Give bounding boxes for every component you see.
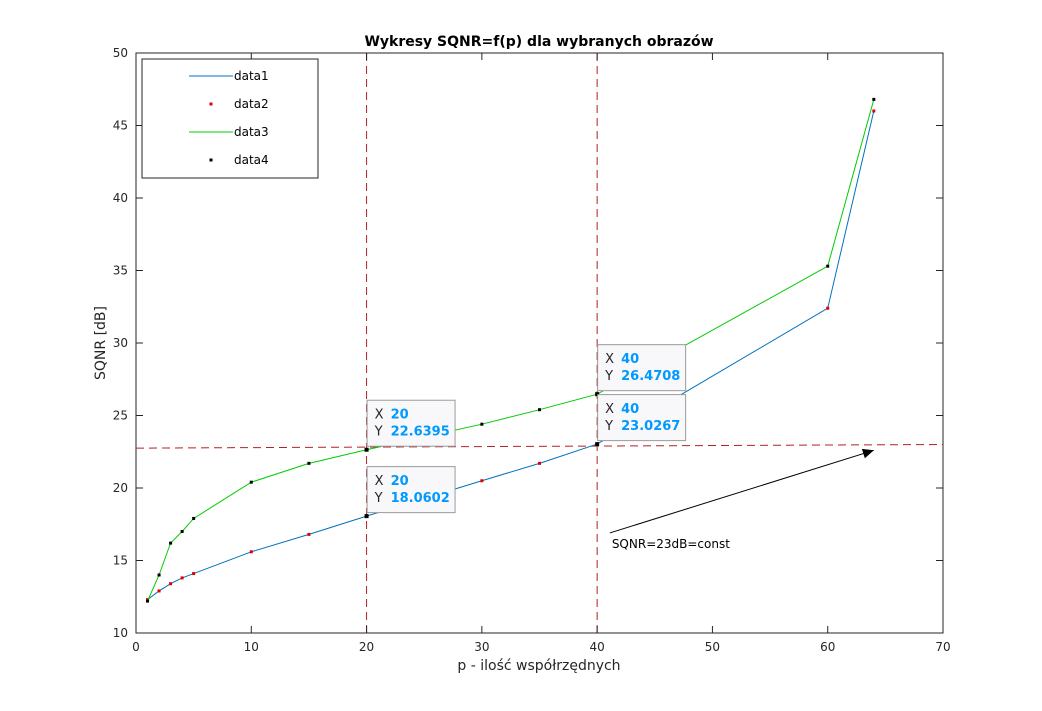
- x-tick-label: 30: [474, 640, 489, 654]
- horizontal-reference-line: [135, 444, 944, 449]
- x-tick-label: 20: [359, 640, 374, 654]
- y-axis-label: SQNR [dB]: [93, 306, 109, 380]
- x-tick-label: 50: [705, 640, 720, 654]
- datatip-anchor: [595, 442, 600, 447]
- axis-ticks: 0 10 20 30 40 50 60 70 10 15 20 25 30 35 40 45 50: [113, 46, 951, 654]
- data-point-data4: [872, 97, 876, 101]
- y-tick-label: 45: [113, 119, 128, 133]
- y-tick-label: 25: [113, 409, 128, 423]
- data-point-data2: [180, 576, 184, 580]
- legend-label-data2: data2: [234, 97, 269, 111]
- data-point-data4: [169, 541, 173, 545]
- data-point-data4: [307, 461, 311, 465]
- x-tick-label: 70: [935, 640, 950, 654]
- legend-label-data3: data3: [234, 125, 269, 139]
- data-point-data2: [307, 532, 311, 536]
- datatip-box: [366, 399, 456, 447]
- data-point-data2: [192, 572, 196, 576]
- legend-box: [141, 58, 319, 179]
- datatip-box: [597, 344, 687, 392]
- x-tick-label: 60: [820, 640, 835, 654]
- legend: data1 data2 data3 data4: [141, 58, 319, 179]
- data-point-data2: [538, 461, 541, 465]
- x-tick-label: 10: [244, 640, 259, 654]
- datatip-x-key: X: [605, 402, 614, 417]
- data-point-data2: [157, 589, 161, 593]
- x-tick-label: 0: [132, 640, 140, 654]
- legend-label-data4: data4: [234, 153, 269, 167]
- data-point-data4: [249, 480, 253, 484]
- x-tick-label: 40: [590, 640, 605, 654]
- data-point-data4: [146, 599, 150, 603]
- datatip-x-key: X: [375, 408, 384, 423]
- datatips-layer: X 20 Y 22.6395 X 20 Y 18.0602 X 40 Y 26.4708 X 40 Y 23.…: [364, 344, 687, 519]
- datatip-y-key: Y: [604, 419, 613, 434]
- data-point-data4: [180, 530, 184, 533]
- annotation-text: SQNR=23dB=const: [612, 537, 730, 551]
- y-tick-label: 15: [113, 554, 128, 568]
- legend-label-data1: data1: [234, 69, 269, 83]
- legend-marker-data4: [209, 158, 213, 162]
- data-point-data2: [826, 306, 830, 310]
- chart-title: Wykresy SQNR=f(p) dla wybranych obrazów: [364, 34, 713, 50]
- datatip-box: [597, 394, 687, 442]
- datatip-y-key: Y: [374, 491, 383, 506]
- datatip-x-key: X: [605, 352, 614, 367]
- y-tick-label: 20: [113, 481, 128, 495]
- legend-marker-data2: [209, 102, 213, 106]
- datatip-y-value: 18.0602: [391, 491, 450, 506]
- data-point-data2: [872, 109, 876, 113]
- x-axis-label: p - ilość współrzędnych: [457, 658, 620, 674]
- y-tick-label: 35: [113, 264, 128, 278]
- datatip-y-value: 22.6395: [391, 425, 450, 440]
- datatip-x-value: 20: [391, 474, 409, 489]
- data-point-data2: [249, 550, 253, 554]
- datatip-x-value: 40: [621, 352, 639, 367]
- y-tick-label: 40: [113, 191, 128, 205]
- datatip-y-key: Y: [604, 369, 613, 384]
- y-tick-label: 50: [113, 46, 128, 60]
- data-point-data4: [157, 573, 161, 577]
- annotation-layer: SQNR=23dB=const: [609, 448, 874, 551]
- data-point-data4: [538, 408, 541, 412]
- datatip-y-value: 26.4708: [621, 369, 680, 384]
- data-point-data4: [826, 264, 830, 268]
- datatip-x-value: 20: [391, 408, 409, 423]
- datatip-y-value: 23.0267: [621, 419, 680, 434]
- datatip-x-value: 40: [621, 402, 639, 417]
- data-point-data2: [480, 479, 484, 483]
- datatip-anchor: [364, 514, 369, 519]
- annotation-arrow-line: [609, 449, 874, 534]
- y-tick-label: 30: [113, 336, 128, 350]
- y-tick-label: 10: [113, 626, 128, 640]
- datatip-anchor: [364, 447, 369, 452]
- datatip-box: [366, 466, 456, 514]
- annotation-arrow-head: [861, 448, 874, 459]
- data-point-data2: [169, 582, 173, 586]
- datatip-x-key: X: [375, 474, 384, 489]
- data-point-data4: [192, 516, 196, 520]
- datatip-y-key: Y: [374, 425, 383, 440]
- data-point-data4: [480, 422, 484, 426]
- reference-lines: [135, 53, 944, 633]
